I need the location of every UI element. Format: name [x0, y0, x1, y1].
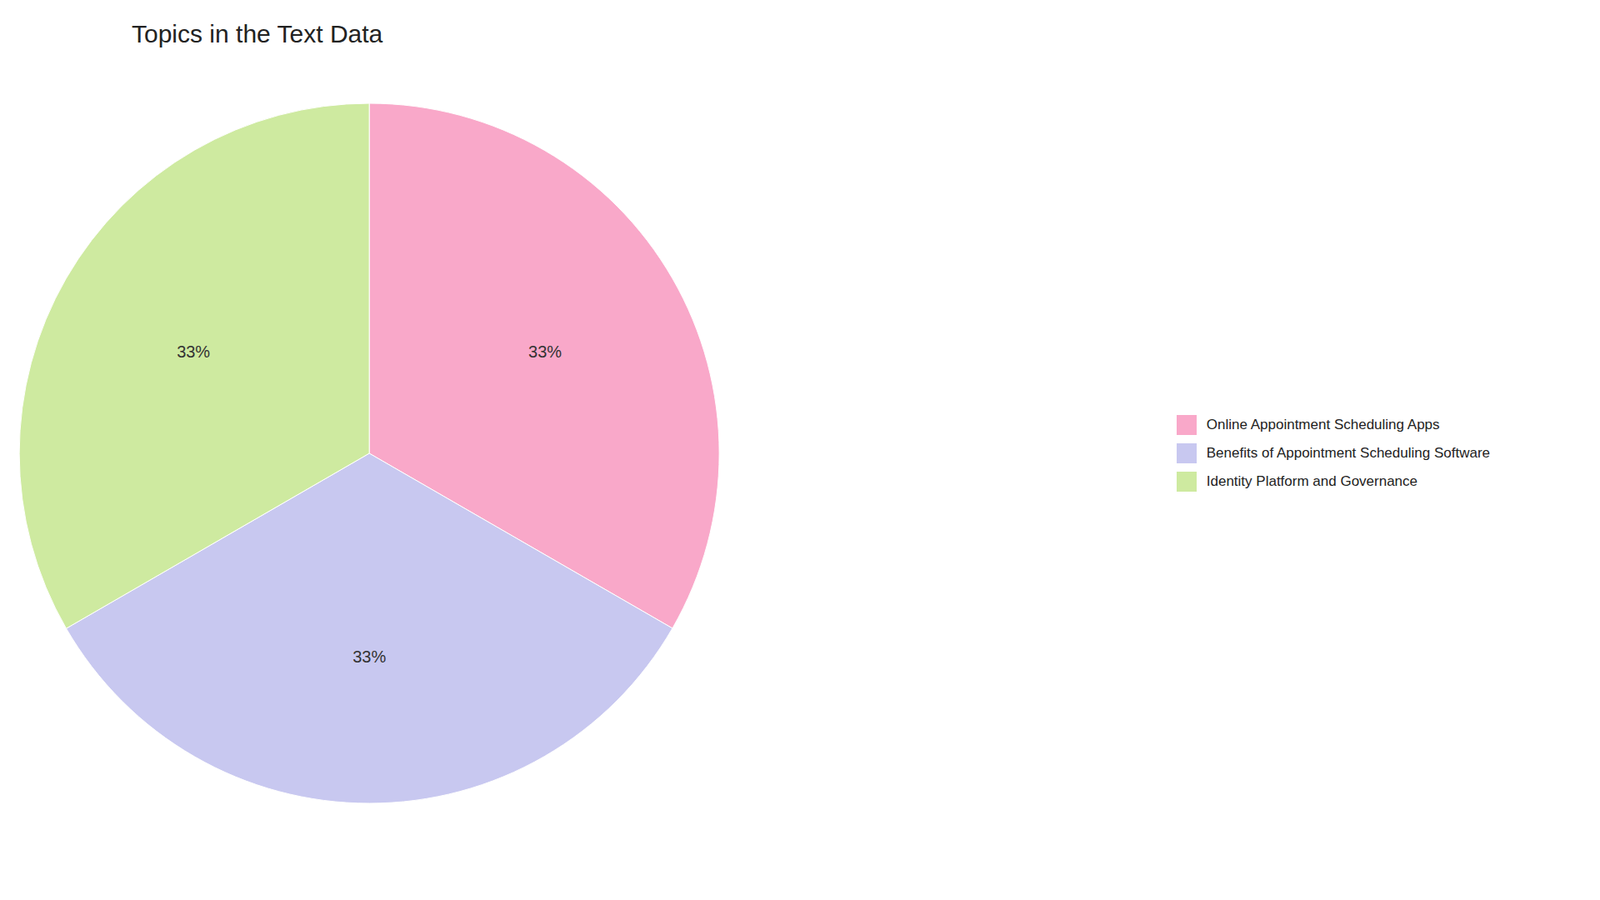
svg-text:33%: 33% [528, 342, 562, 361]
html-text:Identity Platform and Governan: Identity Platform and Governance [1206, 473, 1418, 490]
svg-text:33%: 33% [352, 647, 386, 666]
svg-text:33%: 33% [176, 342, 210, 361]
html-text:Online Appointment Scheduling: Online Appointment Scheduling Apps [1206, 416, 1440, 433]
html-text:Benefits of Appointment Schedu: Benefits of Appointment Scheduling Softw… [1206, 445, 1490, 461]
html-text:Topics in the Text Data: Topics in the Text Data [131, 20, 383, 48]
